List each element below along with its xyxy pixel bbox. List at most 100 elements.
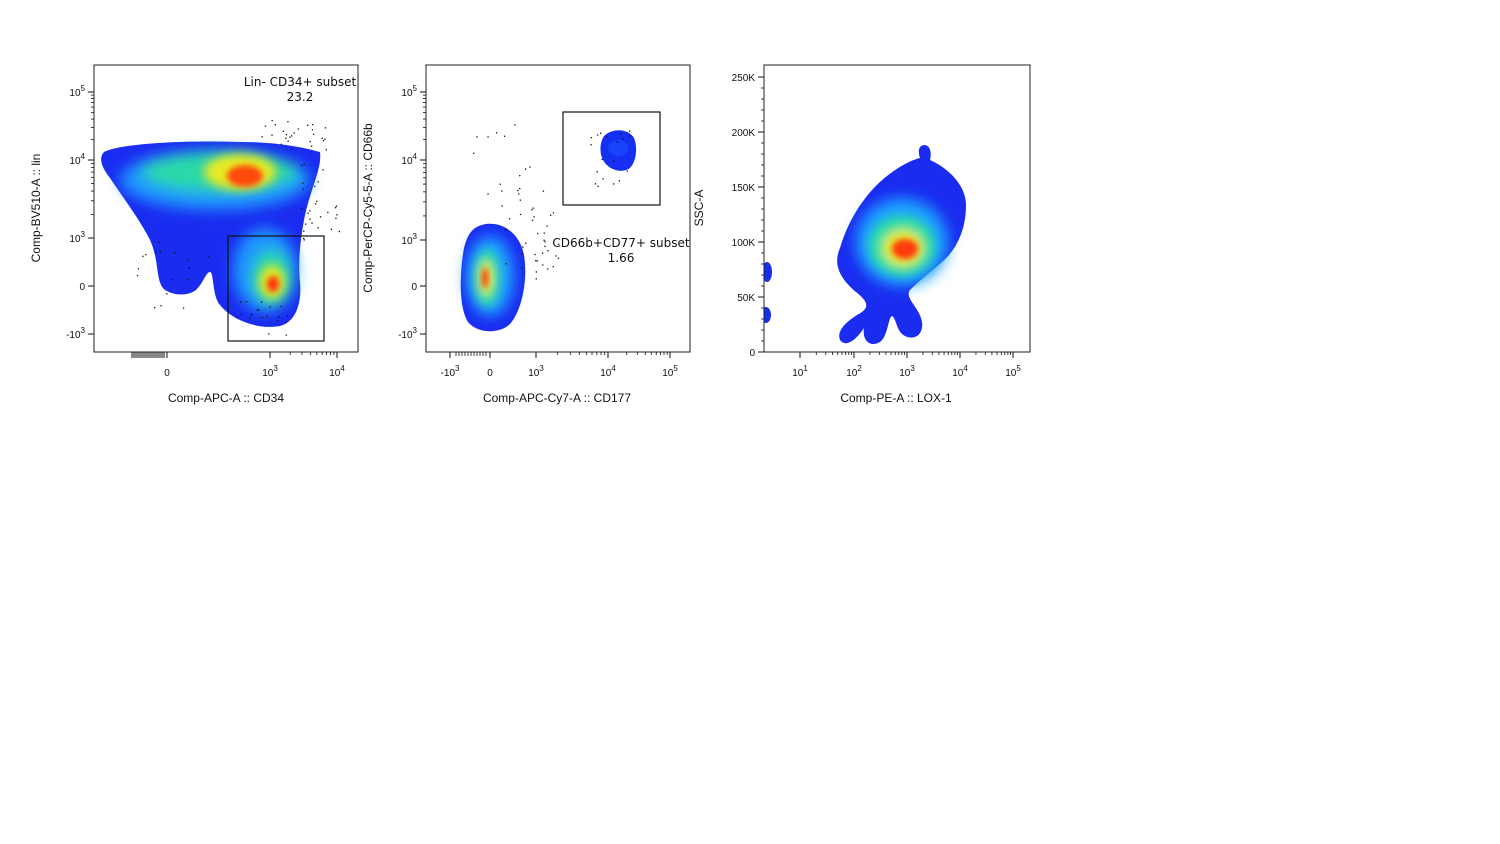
panel-1-y-tick-label: -103: [66, 326, 85, 341]
event-dot: [321, 137, 323, 139]
event-dot: [601, 158, 603, 161]
event-dot: [476, 136, 478, 138]
event-dot: [519, 175, 521, 177]
event-dot: [315, 203, 317, 205]
event-dot: [276, 320, 279, 322]
event-dot: [285, 334, 287, 336]
event-dot: [260, 301, 263, 303]
panel-3-x-tick-label: 102: [846, 364, 862, 379]
event-dot: [531, 209, 533, 211]
event-dot: [284, 321, 287, 324]
panel-2-x-axis-title: Comp-APC-Cy7-A :: CD177: [483, 391, 631, 405]
event-dot: [256, 309, 258, 311]
panel-3-y-tick-label: 50K: [737, 293, 755, 304]
event-dot: [166, 293, 168, 295]
event-dot: [293, 132, 295, 134]
panel-1-outlier-events: [136, 120, 340, 336]
panel-3-x-tick-label: 103: [899, 364, 915, 379]
event-dot: [303, 230, 305, 232]
event-dot: [505, 229, 507, 231]
event-dot: [501, 190, 503, 192]
event-dot: [531, 219, 534, 221]
event-dot: [240, 313, 242, 316]
panel-3-y-tick-label: 0: [749, 348, 755, 359]
event-dot: [618, 180, 620, 182]
event-dot: [330, 228, 332, 230]
event-dot: [613, 183, 615, 185]
panel-2-density: [460, 124, 637, 332]
event-dot: [555, 255, 557, 257]
panel-1-frame: [93, 64, 359, 353]
event-dot: [335, 205, 338, 207]
event-dot: [287, 140, 289, 142]
event-dot: [187, 278, 189, 281]
event-dot: [535, 278, 537, 280]
event-dot: [236, 316, 238, 318]
event-dot: [622, 138, 624, 140]
event-dot: [261, 136, 263, 138]
panel-1-gate: [227, 235, 325, 342]
event-dot: [547, 268, 549, 270]
panel-3-y-axis-title: SSC-A: [692, 190, 706, 227]
panel-1-x-axis-title: Comp-APC-A :: CD34: [168, 391, 284, 405]
event-dot: [187, 258, 189, 261]
panel-1: Lin- CD34+ subset 23.2 0 103 104 105 104 103 0…: [29, 64, 359, 405]
event-dot: [307, 124, 309, 126]
event-dot: [319, 216, 322, 218]
event-dot: [266, 315, 268, 318]
event-dot: [311, 222, 313, 224]
event-dot: [280, 143, 282, 145]
event-dot: [301, 208, 303, 210]
event-dot: [546, 225, 548, 227]
event-dot: [137, 268, 140, 270]
event-dot: [542, 252, 544, 254]
event-dot: [508, 218, 511, 220]
event-dot: [529, 166, 531, 168]
event-dot: [208, 256, 210, 258]
event-dot: [274, 124, 276, 126]
panel-2-y-tick-label: 103: [401, 232, 417, 247]
event-dot: [620, 133, 622, 135]
panel-1-y-tick-label: 105: [69, 84, 85, 99]
event-dot: [495, 132, 498, 134]
event-dot: [324, 127, 327, 129]
panel-1-gate-value: 23.2: [287, 90, 314, 104]
event-dot: [285, 134, 288, 136]
event-dot: [160, 305, 162, 307]
event-dot: [316, 200, 318, 203]
event-dot: [537, 232, 539, 235]
event-dot: [303, 163, 305, 166]
panel-3-y-tick-label: 100K: [732, 238, 756, 249]
panel-1-x-tick-label: 104: [329, 364, 345, 379]
event-dot: [305, 223, 307, 225]
event-dot: [280, 305, 282, 308]
panel-3-x-tick-label: 105: [1005, 364, 1021, 379]
panel-2-gate-value: 1.66: [608, 251, 635, 265]
event-dot: [596, 171, 598, 173]
event-dot: [525, 168, 527, 170]
event-dot: [145, 254, 147, 256]
event-dot: [159, 250, 161, 253]
panel-2-x-tick-label: 105: [662, 364, 678, 379]
event-dot: [158, 241, 160, 243]
event-dot: [547, 250, 549, 252]
event-dot: [517, 189, 519, 192]
event-dot: [314, 185, 316, 187]
panel-2-layer-red: [482, 268, 488, 288]
panel-3-edge-blob-upper: [764, 262, 772, 282]
event-dot: [590, 144, 592, 146]
event-dot: [557, 257, 560, 259]
event-dot: [590, 137, 593, 139]
panel-2-y-axis-title: Comp-PerCP-Cy5-5-A :: CD66b: [361, 123, 375, 293]
event-dot: [142, 255, 144, 257]
event-dot: [302, 188, 304, 190]
event-dot: [188, 267, 190, 269]
panel-2: CD66b+CD77+ subset 1.66 -103 0 103 104 105 10…: [361, 64, 691, 405]
event-dot: [251, 314, 253, 316]
event-dot: [535, 260, 537, 262]
event-dot: [542, 190, 545, 192]
event-dot: [307, 212, 309, 214]
event-dot: [499, 183, 501, 185]
event-dot: [271, 120, 273, 122]
event-dot: [327, 211, 329, 214]
